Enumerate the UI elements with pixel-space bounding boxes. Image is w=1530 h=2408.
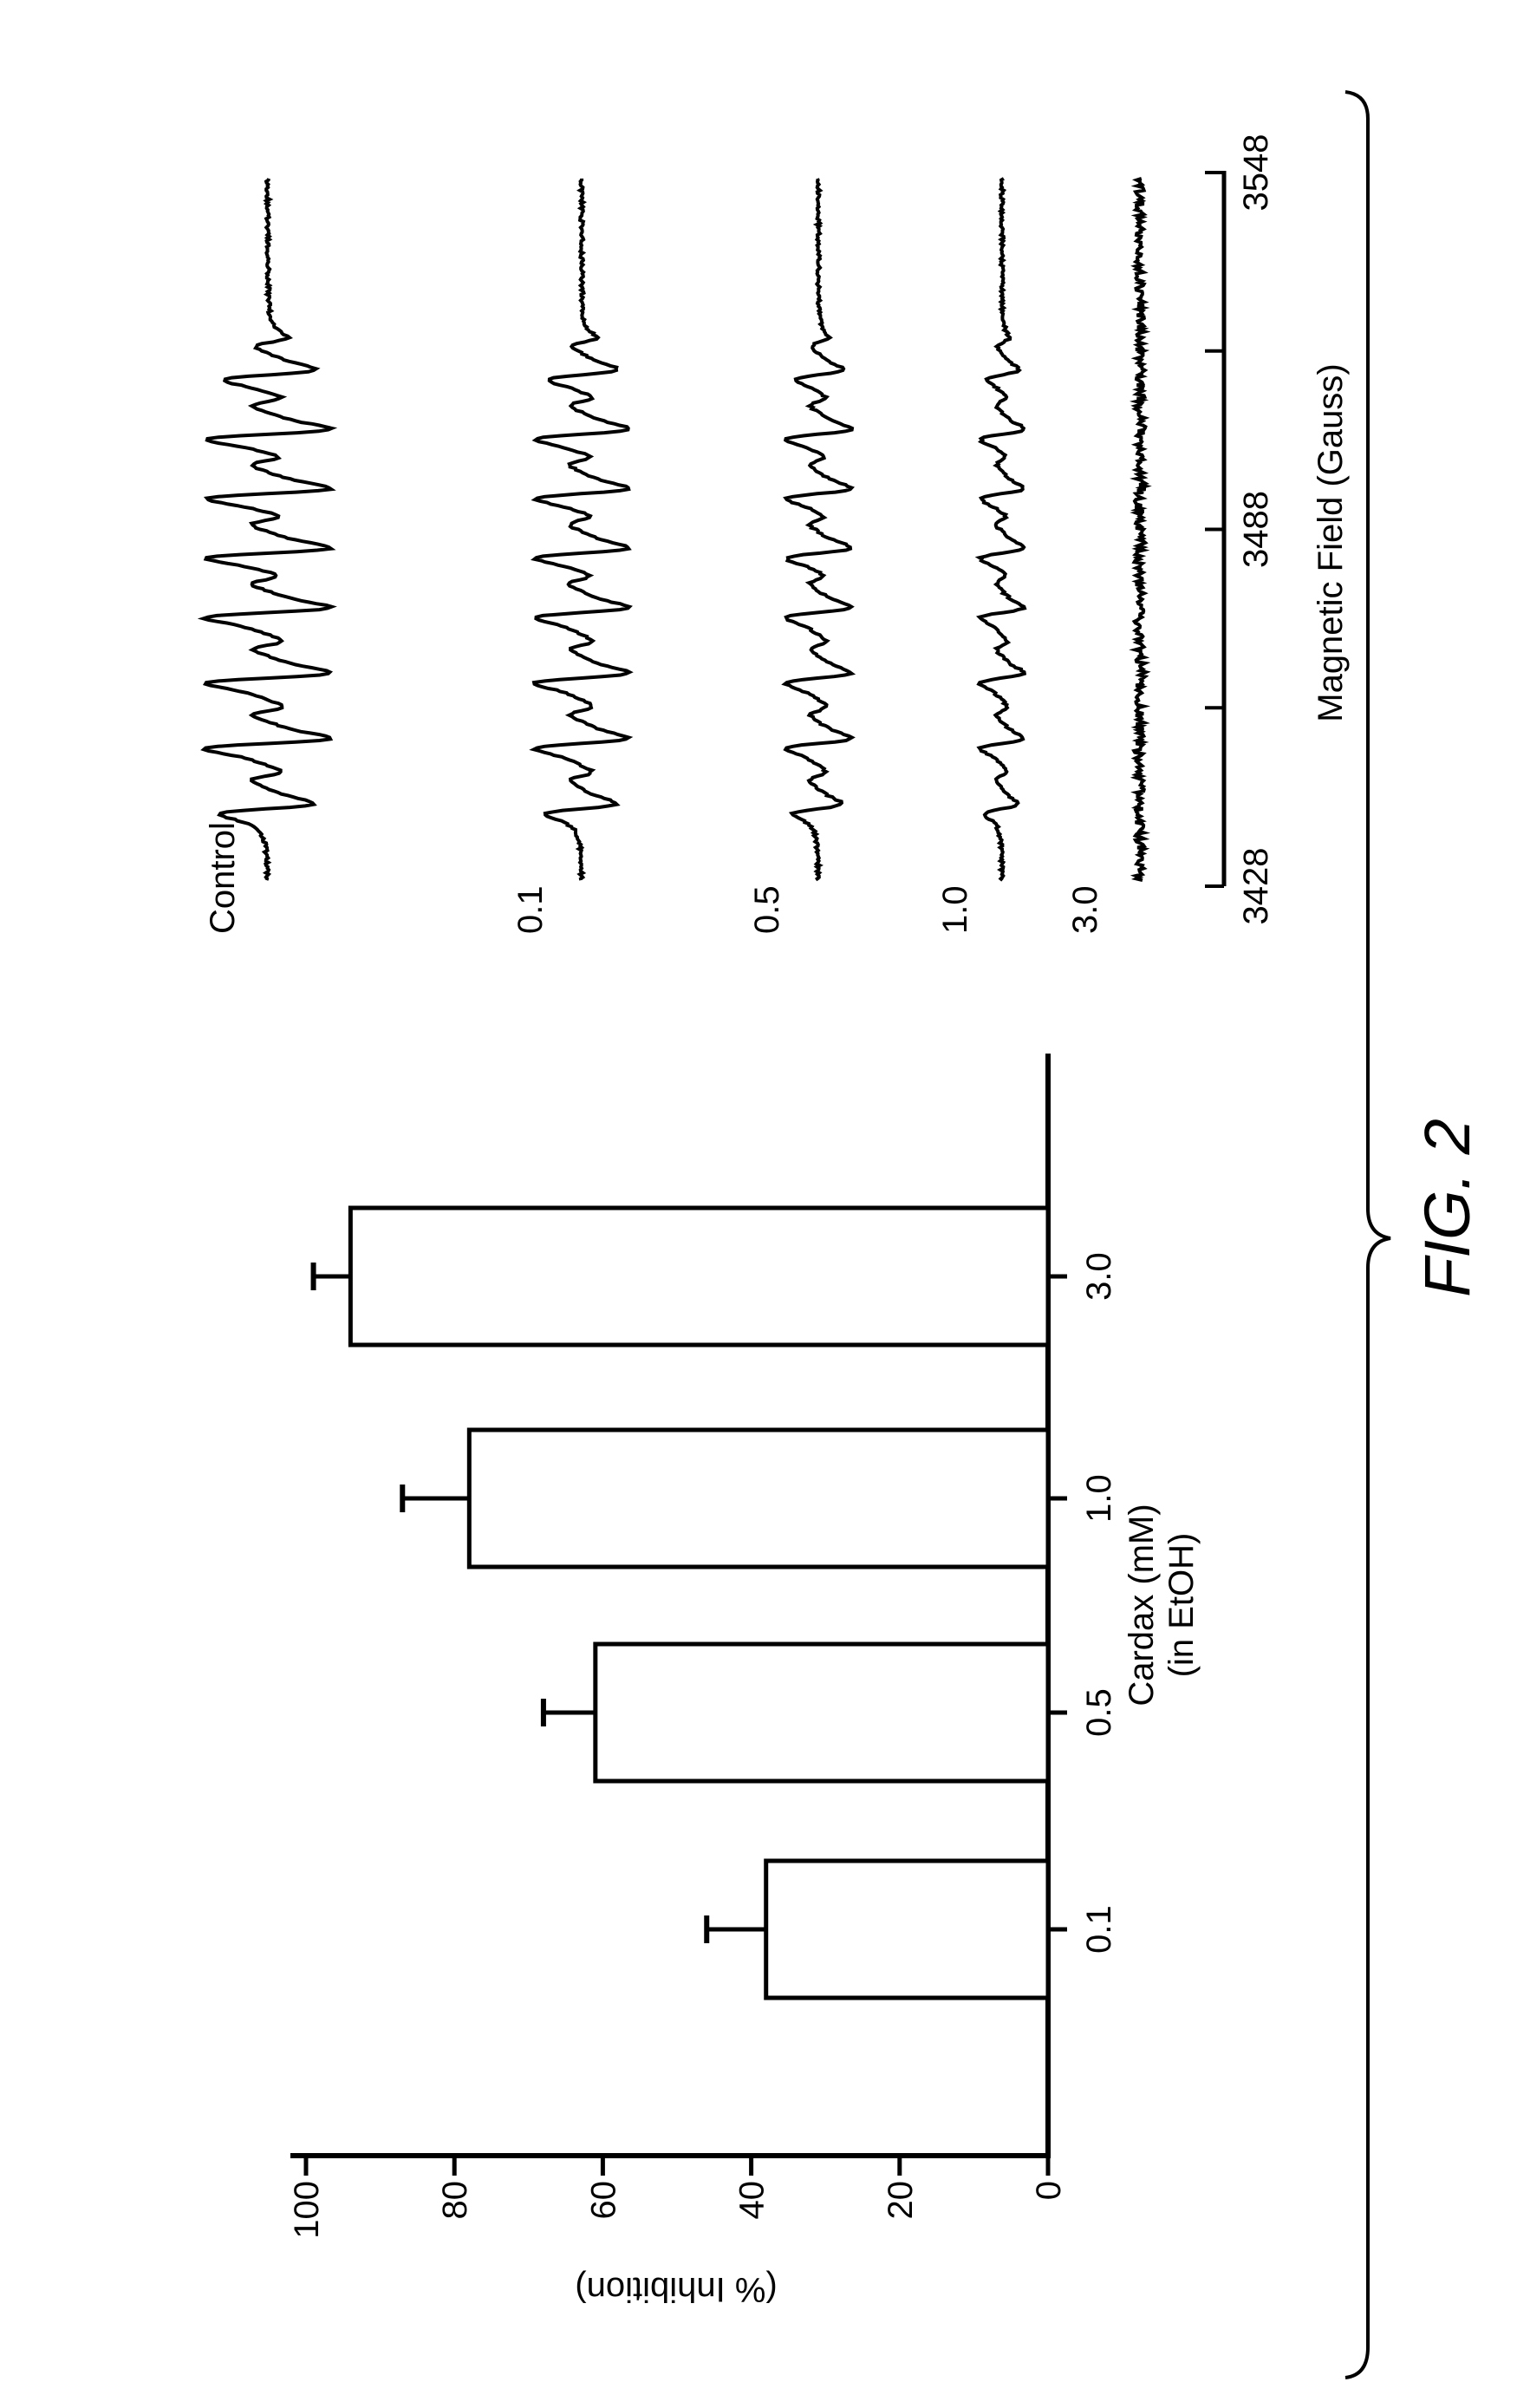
x-tick-label: 1.0 <box>1080 1474 1118 1523</box>
y-tick-label: 20 <box>882 2181 920 2220</box>
bar-3.0 <box>350 1208 1048 1345</box>
x-axis-label: Cardax (mM) <box>1123 1504 1161 1706</box>
field-axis-label: Magnetic Field (Gauss) <box>1312 363 1350 721</box>
spectrum-trace-0.1 <box>534 179 629 880</box>
y-tick-label: 0 <box>1030 2181 1068 2200</box>
figure-label: FIG. 2 <box>1411 1119 1483 1297</box>
y-tick-label: 100 <box>288 2181 326 2239</box>
spectrum-label: Control <box>204 822 242 934</box>
y-tick-label: 80 <box>436 2181 474 2220</box>
bar-1.0 <box>469 1430 1048 1567</box>
bar-0.5 <box>596 1644 1048 1781</box>
grouping-brace <box>1345 92 1390 2378</box>
x-tick-label: 0.5 <box>1080 1688 1118 1737</box>
spectrum-trace-3.0 <box>1134 179 1146 880</box>
x-tick-label: 0.1 <box>1080 1905 1118 1954</box>
spectrum-trace-1.0 <box>979 179 1025 880</box>
x-tick-label: 3.0 <box>1080 1252 1118 1301</box>
y-axis-label: (% Inhibition) <box>575 2270 777 2308</box>
bar-chart: 0 20 40 60 80 100 0.1 0.5 1.0 3.0 (% Inhibition)… <box>288 1054 1201 2308</box>
y-tick-label: 40 <box>733 2181 772 2220</box>
spectrum-label: 0.5 <box>748 885 786 934</box>
spectrum-label: 0.1 <box>511 885 550 934</box>
epr-spectra-chart: 3428 3488 3548 Control 0.1 0.5 1.0 3.0 Magneti… <box>204 134 1350 934</box>
spectrum-label: 1.0 <box>936 885 974 934</box>
spectrum-trace-Control <box>204 179 332 880</box>
field-tick-label: 3488 <box>1237 491 1275 568</box>
spectrum-trace-0.5 <box>785 179 853 880</box>
bar-0.1 <box>766 1861 1048 1998</box>
figure-svg: 0 20 40 60 80 100 0.1 0.5 1.0 3.0 (% Inhibition)… <box>0 0 1530 2408</box>
figure-canvas: 0 20 40 60 80 100 0.1 0.5 1.0 3.0 (% Inhibition)… <box>0 0 1530 2408</box>
field-tick-label: 3428 <box>1237 848 1275 925</box>
y-tick-label: 60 <box>584 2181 622 2220</box>
spectrum-label: 3.0 <box>1066 885 1104 934</box>
field-tick-label: 3548 <box>1237 134 1275 212</box>
x-axis-label-line2: (in EtOH) <box>1162 1533 1201 1678</box>
